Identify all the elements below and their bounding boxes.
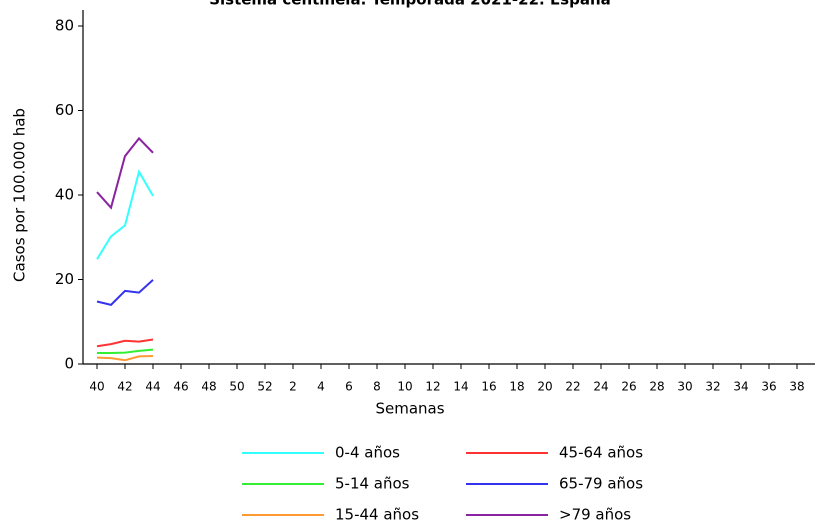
series-line xyxy=(97,348,154,355)
x-tick-label: 36 xyxy=(761,380,776,394)
x-tick-label: 50 xyxy=(229,380,244,394)
x-tick-label: 30 xyxy=(677,380,692,394)
x-tick-label: 8 xyxy=(373,380,381,394)
legend-label: >79 años xyxy=(559,506,631,520)
chart-title: Sistema centinela. Temporada 2021-22. Es… xyxy=(209,0,611,9)
x-tick-label: 52 xyxy=(257,380,272,394)
x-tick-label: 40 xyxy=(89,380,104,394)
x-axis-label: Semanas xyxy=(375,400,444,418)
series-line xyxy=(96,354,154,362)
y-tick-label: 20 xyxy=(55,270,74,288)
x-tick-label: 32 xyxy=(705,380,720,394)
x-tick-label: 34 xyxy=(733,380,748,394)
legend-label: 0-4 años xyxy=(335,444,400,462)
x-tick-label: 22 xyxy=(565,380,580,394)
x-tick-label: 38 xyxy=(789,380,804,394)
x-tick-label: 18 xyxy=(509,380,524,394)
x-tick-label: 20 xyxy=(537,380,552,394)
y-tick-label: 80 xyxy=(55,17,74,35)
x-tick-label: 46 xyxy=(173,380,188,394)
legend-label: 5-14 años xyxy=(335,475,410,493)
x-tick-label: 12 xyxy=(425,380,440,394)
series-line xyxy=(96,279,154,306)
x-tick-label: 48 xyxy=(201,380,216,394)
y-tick-label: 40 xyxy=(55,186,74,204)
x-tick-label: 44 xyxy=(145,380,160,394)
x-tick-label: 2 xyxy=(289,380,297,394)
x-tick-label: 10 xyxy=(397,380,412,394)
x-tick-label: 26 xyxy=(621,380,636,394)
x-tick-label: 28 xyxy=(649,380,664,394)
series-line xyxy=(96,338,154,348)
legend-label: 65-79 años xyxy=(559,475,643,493)
y-tick-label: 0 xyxy=(64,355,74,373)
series-line xyxy=(96,169,154,260)
legend-label: 45-64 años xyxy=(559,444,643,462)
x-tick-label: 4 xyxy=(317,380,325,394)
x-tick-label: 42 xyxy=(117,380,132,394)
y-tick-label: 60 xyxy=(55,101,74,119)
y-axis-label: Casos por 100.000 hab xyxy=(11,108,29,282)
x-tick-label: 6 xyxy=(345,380,353,394)
x-tick-label: 16 xyxy=(481,380,496,394)
x-tick-label: 24 xyxy=(593,380,608,394)
x-tick-label: 14 xyxy=(453,380,468,394)
series-line xyxy=(96,136,154,210)
legend-label: 15-44 años xyxy=(335,506,419,520)
